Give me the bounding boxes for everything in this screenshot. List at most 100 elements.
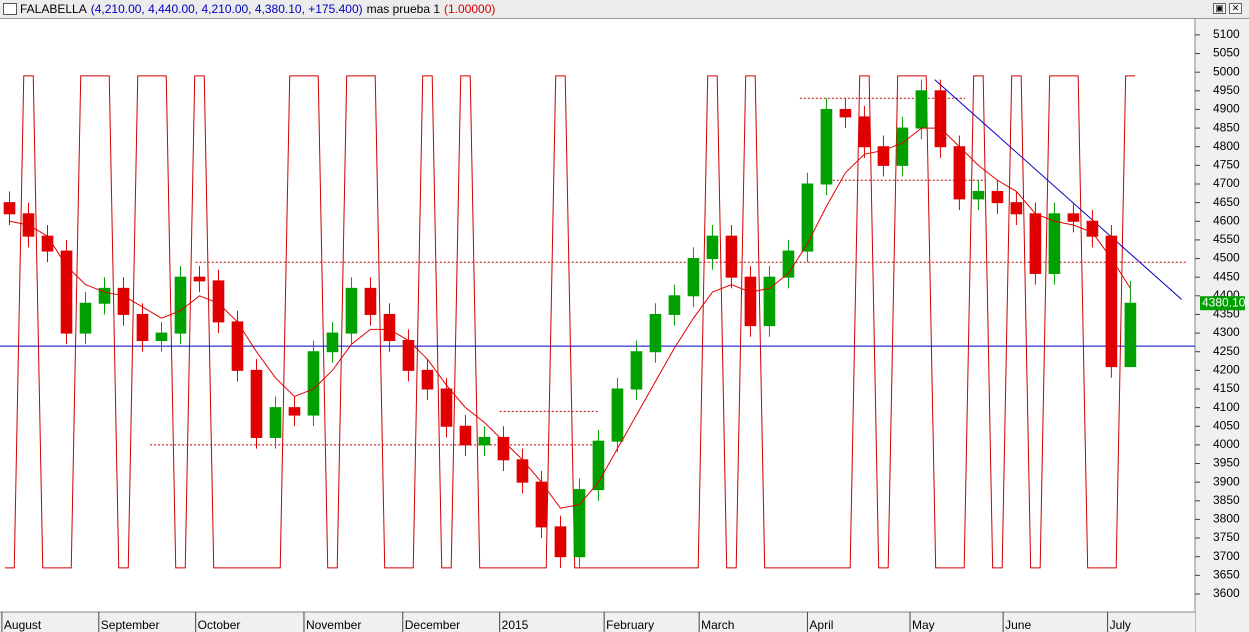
y-tick-label: 3950 — [1213, 456, 1240, 470]
plot-area — [0, 19, 1195, 612]
candle-body — [193, 276, 206, 282]
candle-body — [60, 250, 73, 334]
x-tick-label: March — [701, 618, 734, 632]
candle-body — [231, 321, 244, 371]
candle-body — [98, 287, 111, 304]
y-tick-label: 3700 — [1213, 549, 1240, 563]
y-tick-label: 3900 — [1213, 474, 1240, 488]
candle-body — [953, 146, 966, 200]
candle-body — [288, 407, 301, 416]
y-tick-label: 5050 — [1213, 46, 1240, 60]
title-bar: FALABELLA (4,210.00, 4,440.00, 4,210.00, … — [0, 0, 1249, 19]
candle-body — [744, 276, 757, 327]
candle-body — [155, 332, 168, 342]
y-tick-label: 3850 — [1213, 493, 1240, 507]
y-axis-area — [1195, 19, 1249, 632]
y-tick-label: 5000 — [1213, 64, 1240, 78]
x-tick-label: August — [4, 618, 42, 632]
y-tick-label: 4450 — [1213, 269, 1240, 283]
candle-body — [592, 440, 605, 491]
y-tick-label: 4600 — [1213, 213, 1240, 227]
x-tick-label: April — [809, 618, 833, 632]
candle-body — [364, 287, 377, 315]
x-axis-area — [0, 612, 1195, 632]
y-tick-label: 4150 — [1213, 381, 1240, 395]
candle-body — [1048, 213, 1061, 274]
candle-body — [877, 146, 890, 166]
candle-body — [41, 235, 54, 252]
y-tick-label: 4300 — [1213, 325, 1240, 339]
candle-body — [326, 332, 339, 353]
signal-line — [4, 75, 1136, 569]
candle-body — [896, 127, 909, 166]
candle-body — [820, 108, 833, 185]
y-tick-label: 4000 — [1213, 437, 1240, 451]
x-tick-label: May — [912, 618, 935, 632]
candle-body — [839, 108, 852, 118]
last-price-box — [1200, 296, 1245, 311]
candle-body — [535, 481, 548, 528]
candle-body — [801, 183, 814, 252]
candle-body — [573, 489, 586, 558]
y-tick-label: 3750 — [1213, 530, 1240, 544]
y-tick-label: 4250 — [1213, 344, 1240, 358]
candle-body — [1124, 302, 1137, 368]
ohlc-text: (4,210.00, 4,440.00, 4,210.00, 4,380.10,… — [90, 2, 363, 16]
candle-body — [1067, 213, 1080, 222]
candle-body — [972, 190, 985, 200]
x-tick-label: November — [306, 618, 361, 632]
candle-body — [782, 250, 795, 278]
y-tick-label: 3600 — [1213, 586, 1240, 600]
candle-body — [1029, 213, 1042, 274]
moving-average — [9, 127, 1131, 509]
close-button[interactable]: ✕ — [1229, 3, 1242, 14]
x-tick-label: September — [101, 618, 160, 632]
x-tick-label: June — [1005, 618, 1031, 632]
y-tick-label: 3800 — [1213, 512, 1240, 526]
window-icon — [3, 3, 17, 15]
candle-body — [1105, 235, 1118, 368]
x-tick-label: October — [198, 618, 241, 632]
candle-body — [117, 287, 130, 315]
y-tick-label: 4750 — [1213, 158, 1240, 172]
chart-title: FALABELLA — [20, 2, 87, 16]
candle-body — [725, 235, 738, 278]
candle-body — [934, 90, 947, 148]
y-tick-label: 4800 — [1213, 139, 1240, 153]
y-tick-label: 3650 — [1213, 568, 1240, 582]
x-tick-label: July — [1110, 618, 1131, 632]
trend-line — [934, 79, 1183, 300]
candle-body — [516, 459, 529, 483]
y-tick-label: 4550 — [1213, 232, 1240, 246]
x-tick-label: December — [405, 618, 460, 632]
candle-body — [706, 235, 719, 260]
y-tick-label: 4900 — [1213, 102, 1240, 116]
candle-body — [649, 313, 662, 353]
candle-body — [307, 351, 320, 416]
restore-button[interactable]: ▣ — [1213, 3, 1226, 14]
candle-body — [668, 295, 681, 315]
candle-body — [687, 258, 700, 297]
y-tick-label: 4650 — [1213, 195, 1240, 209]
x-tick-label: 2015 — [502, 618, 529, 632]
candle-body — [174, 276, 187, 334]
candle-body — [858, 116, 871, 148]
y-tick-label: 4500 — [1213, 251, 1240, 265]
y-tick-label: 4700 — [1213, 176, 1240, 190]
candle-body — [478, 436, 491, 446]
candle-body — [611, 388, 624, 442]
y-tick-label: 4200 — [1213, 363, 1240, 377]
candle-body — [459, 425, 472, 446]
x-tick-label: February — [606, 618, 654, 632]
y-tick-label: 5100 — [1213, 27, 1240, 41]
candle-body — [1010, 202, 1023, 215]
candle-body — [269, 407, 282, 438]
candle-body — [136, 313, 149, 342]
candle-body — [79, 302, 92, 334]
y-tick-label: 4100 — [1213, 400, 1240, 414]
candle-body — [554, 526, 567, 558]
candle-body — [3, 202, 16, 215]
candle-body — [345, 287, 358, 334]
last-price-label: 4380.10 — [1202, 295, 1246, 309]
